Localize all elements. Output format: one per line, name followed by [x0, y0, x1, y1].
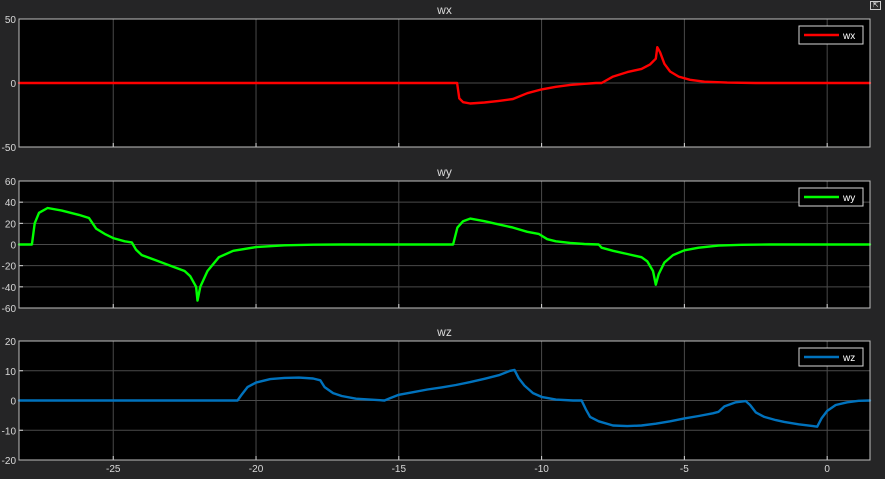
wx-axes-group: wx -50 0 50 wx: [2, 3, 872, 154]
wz-axes-border: [18, 340, 871, 461]
wz-legend-label: wz: [842, 353, 855, 364]
wx-title: wx: [436, 3, 452, 17]
wz-ytick-label: -10: [2, 426, 17, 437]
wx-legend: wx: [798, 25, 864, 45]
wz-xtick-label: -10: [534, 464, 549, 475]
wx-ytick-label: 50: [5, 15, 17, 26]
wz-ytick-label: 0: [10, 397, 16, 408]
wy-ytick-label: 60: [5, 177, 17, 188]
wz-ytick-label: -20: [2, 456, 17, 467]
wy-series-line: [17, 206, 872, 302]
wx-series-line: [17, 46, 872, 105]
wz-title: wz: [436, 325, 452, 339]
wz-ytick-label: 10: [5, 367, 17, 378]
wy-title: wy: [436, 165, 452, 179]
wy-ytick-label: -40: [2, 283, 17, 294]
wz-legend: wz: [798, 347, 864, 367]
wy-ytick-label: 40: [5, 198, 17, 209]
restore-layout-button[interactable]: ⇱: [870, 1, 881, 10]
wz-xtick-label: -5: [680, 464, 689, 475]
wz-ytick-label: 20: [5, 337, 17, 348]
wx-ytick-label: 0: [10, 79, 16, 90]
wz-xtick-label: 0: [824, 464, 830, 475]
wy-ytick-label: -60: [2, 304, 17, 315]
wy-legend: wy: [798, 187, 864, 207]
wy-ytick-label: 20: [5, 219, 17, 230]
wz-xtick-label: -15: [392, 464, 407, 475]
wz-axes-group: wz -20 -10 0 10 20 -25 -20 -15 -10 -5 0 wz: [2, 325, 872, 475]
wy-axes-group: wy -60 -40 -20 0 20 40 60 wy: [2, 165, 872, 315]
wx-axes-border: [18, 18, 871, 148]
wy-ytick-label: -20: [2, 262, 17, 273]
wy-legend-label: wy: [842, 193, 855, 204]
wz-xtick-label: -20: [249, 464, 264, 475]
wx-ytick-label: -50: [2, 143, 17, 154]
wz-xtick-label: -25: [106, 464, 121, 475]
wx-legend-label: wx: [842, 31, 855, 42]
wy-axes-border: [18, 180, 871, 309]
wz-series-line: [17, 368, 872, 428]
wy-ytick-label: 0: [10, 241, 16, 252]
